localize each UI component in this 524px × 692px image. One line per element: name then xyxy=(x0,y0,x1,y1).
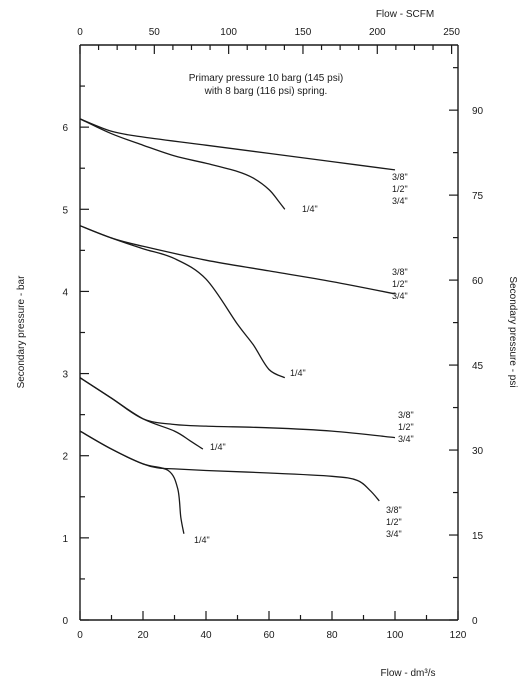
size-label-group2-2: 3/4" xyxy=(392,291,408,301)
left-tick-label-5: 5 xyxy=(62,205,68,216)
chart-note-line-2: with 8 barg (116 psi) spring. xyxy=(204,86,328,97)
bottom-tick-label-20: 20 xyxy=(137,630,149,641)
size-label-group3-1: 1/2" xyxy=(398,422,414,432)
left-tick-label-2: 2 xyxy=(62,452,68,463)
size-label-group1-quarter: 1/4" xyxy=(302,204,318,214)
left-tick-label-1: 1 xyxy=(62,534,68,545)
curve-group2-larger-sizes xyxy=(79,225,396,295)
size-label-group4-0: 3/8" xyxy=(386,505,402,515)
size-label-group3-quarter: 1/4" xyxy=(210,442,226,452)
left-tick-label-6: 6 xyxy=(62,123,68,134)
bottom-axis-title: Flow - dm³/s xyxy=(381,668,436,679)
bottom-tick-label-120: 120 xyxy=(450,630,467,641)
left-axis-title: Secondary pressure - bar xyxy=(16,275,27,389)
top-tick-label-150: 150 xyxy=(295,27,312,38)
curve-group4-larger-sizes xyxy=(79,430,380,502)
size-label-group1-0: 3/8" xyxy=(392,172,408,182)
size-label-group4-quarter: 1/4" xyxy=(194,535,210,545)
top-tick-label-200: 200 xyxy=(369,27,386,38)
left-tick-label-3: 3 xyxy=(62,370,68,381)
size-label-group2-quarter: 1/4" xyxy=(290,368,306,378)
right-tick-label-90: 90 xyxy=(472,106,484,117)
size-label-group4-1: 1/2" xyxy=(386,517,402,527)
size-label-group3-0: 3/8" xyxy=(398,410,414,420)
curve-group3-larger-sizes xyxy=(79,377,396,439)
bottom-tick-label-0: 0 xyxy=(77,630,83,641)
curve-group1-larger-sizes xyxy=(79,118,396,171)
size-label-group2-0: 3/8" xyxy=(392,267,408,277)
bottom-tick-label-80: 80 xyxy=(326,630,338,641)
curve-group2-quarter-inch xyxy=(79,225,286,379)
size-label-group1-1: 1/2" xyxy=(392,184,408,194)
flow-curves xyxy=(79,118,396,534)
right-tick-label-45: 45 xyxy=(472,361,484,372)
size-label-group1-2: 3/4" xyxy=(392,196,408,206)
right-tick-label-60: 60 xyxy=(472,276,484,287)
size-label-group2-1: 1/2" xyxy=(392,279,408,289)
axis-ticks xyxy=(79,45,459,621)
right-tick-label-15: 15 xyxy=(472,531,484,542)
right-tick-label-30: 30 xyxy=(472,446,484,457)
pipe-size-labels: 3/8" 1/2" 3/4" 1/4" 3/8" 1/2" 3/4" 1/4" 3/8" 1/2"… xyxy=(194,172,414,545)
chart-note-line-1: Primary pressure 10 barg (145 psi) xyxy=(189,73,344,84)
bottom-tick-label-60: 60 xyxy=(263,630,275,641)
left-tick-label-4: 4 xyxy=(62,287,68,298)
top-tick-label-250: 250 xyxy=(443,27,460,38)
right-axis-title: Secondary pressure - psi xyxy=(507,276,518,387)
curve-group4-quarter-inch xyxy=(79,430,185,534)
top-tick-label-100: 100 xyxy=(220,27,237,38)
top-tick-label-0: 0 xyxy=(77,27,83,38)
size-label-group4-2: 3/4" xyxy=(386,529,402,539)
bottom-tick-label-100: 100 xyxy=(387,630,404,641)
size-label-group3-2: 3/4" xyxy=(398,434,414,444)
left-tick-label-0: 0 xyxy=(62,616,68,627)
top-axis-title: Flow - SCFM xyxy=(376,9,434,20)
right-tick-label-75: 75 xyxy=(472,191,484,202)
bottom-tick-label-40: 40 xyxy=(200,630,212,641)
curve-group3-quarter-inch xyxy=(79,377,204,450)
curve-group1-quarter-inch xyxy=(79,118,286,210)
top-tick-label-50: 50 xyxy=(149,27,161,38)
right-tick-label-0: 0 xyxy=(472,616,478,627)
